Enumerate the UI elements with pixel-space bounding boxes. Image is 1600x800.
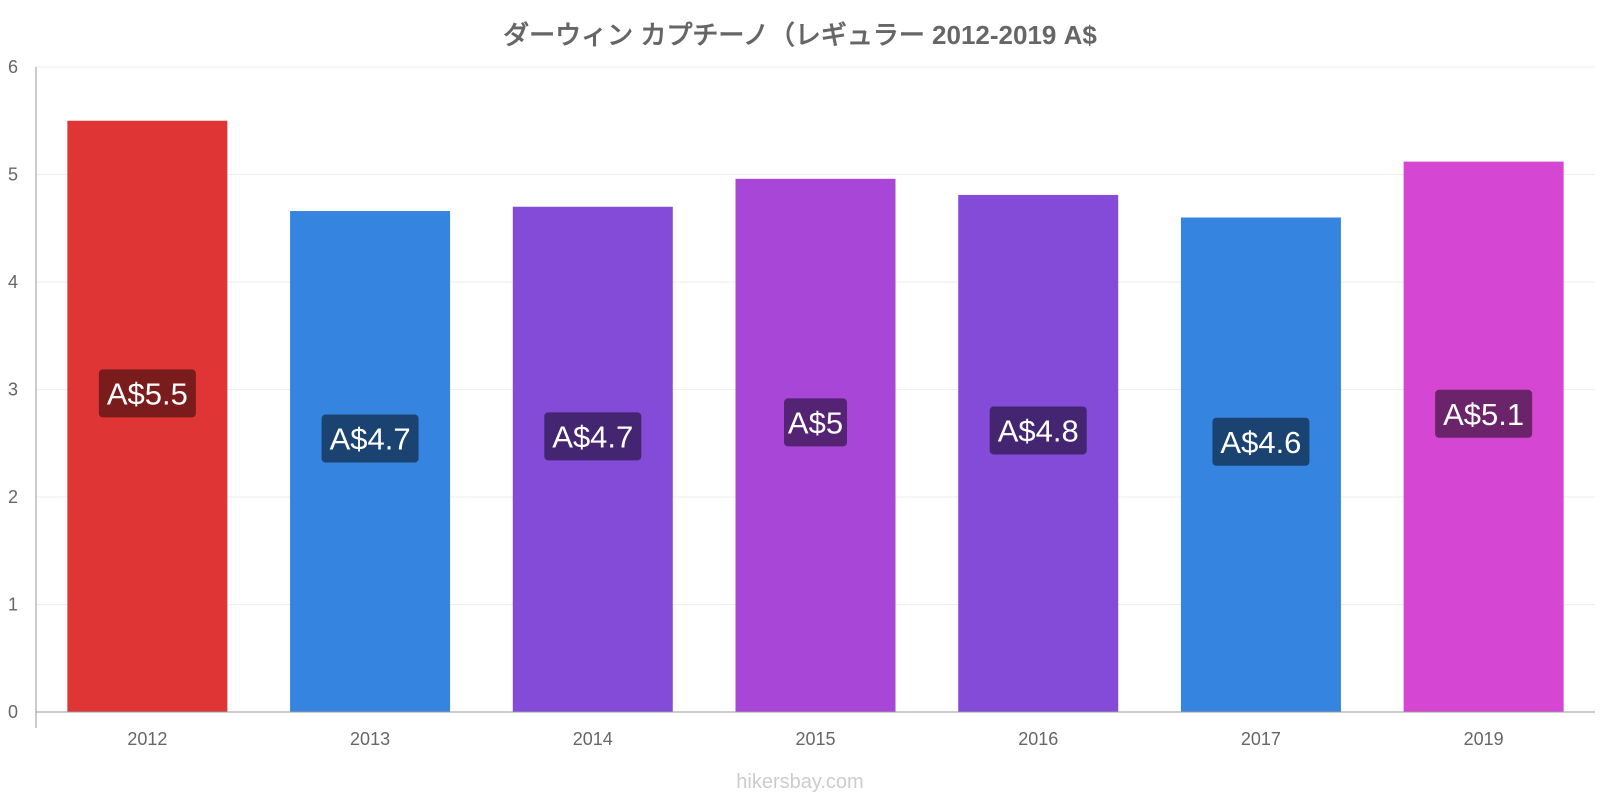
- x-tick-label: 2017: [1241, 729, 1281, 749]
- data-label: A$5.5: [107, 376, 188, 411]
- data-label-background: [98, 369, 196, 418]
- data-label-background: [784, 398, 847, 447]
- x-axis-ticks: 2012 2013 2014 2015 2016 2017 2019: [127, 729, 1503, 749]
- data-label: A$4.8: [998, 413, 1079, 448]
- data-label-background: [544, 412, 642, 461]
- x-tick-label: 2015: [795, 729, 835, 749]
- y-tick-label: 0: [8, 702, 18, 722]
- y-tick-label: 6: [8, 57, 18, 77]
- chart-title: ダーウィン カプチーノ（レギュラー 2012-2019 A$: [503, 20, 1097, 50]
- y-axis-ticks: 0 1 2 3 4 5 6: [8, 57, 18, 722]
- data-labels: A$5.5 A$4.7 A$4.7 A$5 A$4.8 A$4.6 A$5.1: [98, 369, 1533, 466]
- data-label: A$4.6: [1220, 425, 1301, 460]
- y-tick-label: 5: [8, 165, 18, 185]
- y-tick-label: 3: [8, 380, 18, 400]
- x-tick-label: 2013: [350, 729, 390, 749]
- x-tick-label: 2014: [573, 729, 613, 749]
- data-label-background: [1435, 389, 1533, 438]
- x-tick-label: 2016: [1018, 729, 1058, 749]
- y-tick-label: 1: [8, 595, 18, 615]
- data-label: A$5: [788, 405, 843, 440]
- data-label-background: [321, 414, 419, 463]
- data-label: A$4.7: [552, 419, 633, 454]
- watermark: hikersbay.com: [736, 771, 863, 793]
- x-tick-label: 2019: [1464, 729, 1504, 749]
- data-label: A$5.1: [1443, 397, 1524, 432]
- y-tick-label: 4: [8, 272, 18, 292]
- x-tick-label: 2012: [127, 729, 167, 749]
- data-label: A$4.7: [330, 422, 411, 457]
- data-label-background: [1212, 417, 1310, 466]
- y-tick-label: 2: [8, 487, 18, 507]
- data-label-background: [989, 406, 1087, 455]
